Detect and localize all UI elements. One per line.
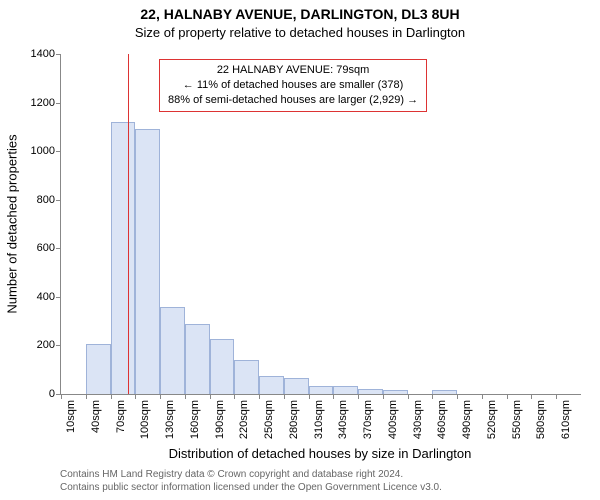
x-tick-label: 220sqm [238,400,250,439]
x-tick-label: 610sqm [560,400,572,439]
x-tick-mark [507,394,508,399]
x-tick-label: 40sqm [90,400,102,433]
x-tick-label: 130sqm [164,400,176,439]
x-tick-label: 520sqm [486,400,498,439]
x-tick-mark [408,394,409,399]
y-tick-mark [56,103,61,104]
annotation-box: 22 HALNABY AVENUE: 79sqm← 11% of detache… [159,59,427,112]
x-tick-mark [284,394,285,399]
y-tick-mark [56,248,61,249]
plot-area: 020040060080010001200140010sqm40sqm70sqm… [60,54,581,395]
x-tick-label: 310sqm [313,400,325,439]
x-tick-mark [234,394,235,399]
y-tick-label: 0 [49,388,55,400]
histogram-bar [86,344,111,394]
x-tick-mark [531,394,532,399]
y-tick-label: 600 [37,242,55,254]
chart-title: 22, HALNABY AVENUE, DARLINGTON, DL3 8UH [0,6,600,22]
x-tick-label: 400sqm [387,400,399,439]
x-tick-label: 550sqm [511,400,523,439]
y-tick-mark [56,200,61,201]
x-tick-label: 490sqm [461,400,473,439]
x-tick-mark [160,394,161,399]
x-tick-label: 280sqm [288,400,300,439]
y-tick-mark [56,297,61,298]
x-tick-mark [185,394,186,399]
x-tick-mark [210,394,211,399]
y-tick-mark [56,54,61,55]
footer-line-2: Contains public sector information licen… [60,481,442,494]
footer-attribution: Contains HM Land Registry data © Crown c… [60,468,442,494]
annotation-line: 22 HALNABY AVENUE: 79sqm [168,63,418,78]
x-tick-mark [457,394,458,399]
y-tick-mark [56,345,61,346]
histogram-bar [234,360,259,394]
property-marker-line [128,54,129,394]
y-tick-label: 1000 [31,145,55,157]
histogram-bar [135,129,160,394]
x-tick-label: 10sqm [65,400,77,433]
x-tick-label: 100sqm [139,400,151,439]
x-tick-label: 430sqm [412,400,424,439]
x-tick-mark [556,394,557,399]
histogram-bar [309,386,334,395]
x-tick-label: 370sqm [362,400,374,439]
x-tick-mark [309,394,310,399]
annotation-line: 88% of semi-detached houses are larger (… [168,93,418,108]
x-tick-mark [482,394,483,399]
x-tick-label: 340sqm [337,400,349,439]
y-tick-label: 1400 [31,48,55,60]
histogram-bar [160,307,185,394]
x-tick-mark [432,394,433,399]
y-tick-label: 800 [37,194,55,206]
footer-line-1: Contains HM Land Registry data © Crown c… [60,468,442,481]
x-tick-mark [61,394,62,399]
histogram-bar [284,378,309,394]
x-tick-label: 250sqm [263,400,275,439]
x-tick-mark [86,394,87,399]
x-tick-mark [383,394,384,399]
x-tick-mark [135,394,136,399]
histogram-bar [111,122,136,394]
x-tick-mark [358,394,359,399]
x-tick-label: 160sqm [189,400,201,439]
y-tick-label: 1200 [31,97,55,109]
chart-container: 22, HALNABY AVENUE, DARLINGTON, DL3 8UH … [0,0,600,500]
x-axis-label: Distribution of detached houses by size … [60,446,580,461]
x-tick-mark [259,394,260,399]
x-tick-mark [111,394,112,399]
histogram-bar [358,389,383,394]
annotation-line: ← 11% of detached houses are smaller (37… [168,78,418,93]
x-tick-label: 190sqm [214,400,226,439]
x-tick-label: 70sqm [115,400,127,433]
histogram-bar [259,376,284,394]
histogram-bar [432,390,457,394]
x-tick-label: 580sqm [535,400,547,439]
histogram-bar [185,324,210,394]
y-tick-label: 400 [37,291,55,303]
histogram-bar [210,339,235,394]
x-tick-label: 460sqm [436,400,448,439]
histogram-bar [333,386,358,395]
histogram-bar [383,390,408,394]
chart-subtitle: Size of property relative to detached ho… [0,25,600,40]
y-axis-label: Number of detached properties [5,134,20,313]
y-tick-mark [56,151,61,152]
x-tick-mark [333,394,334,399]
y-tick-label: 200 [37,339,55,351]
